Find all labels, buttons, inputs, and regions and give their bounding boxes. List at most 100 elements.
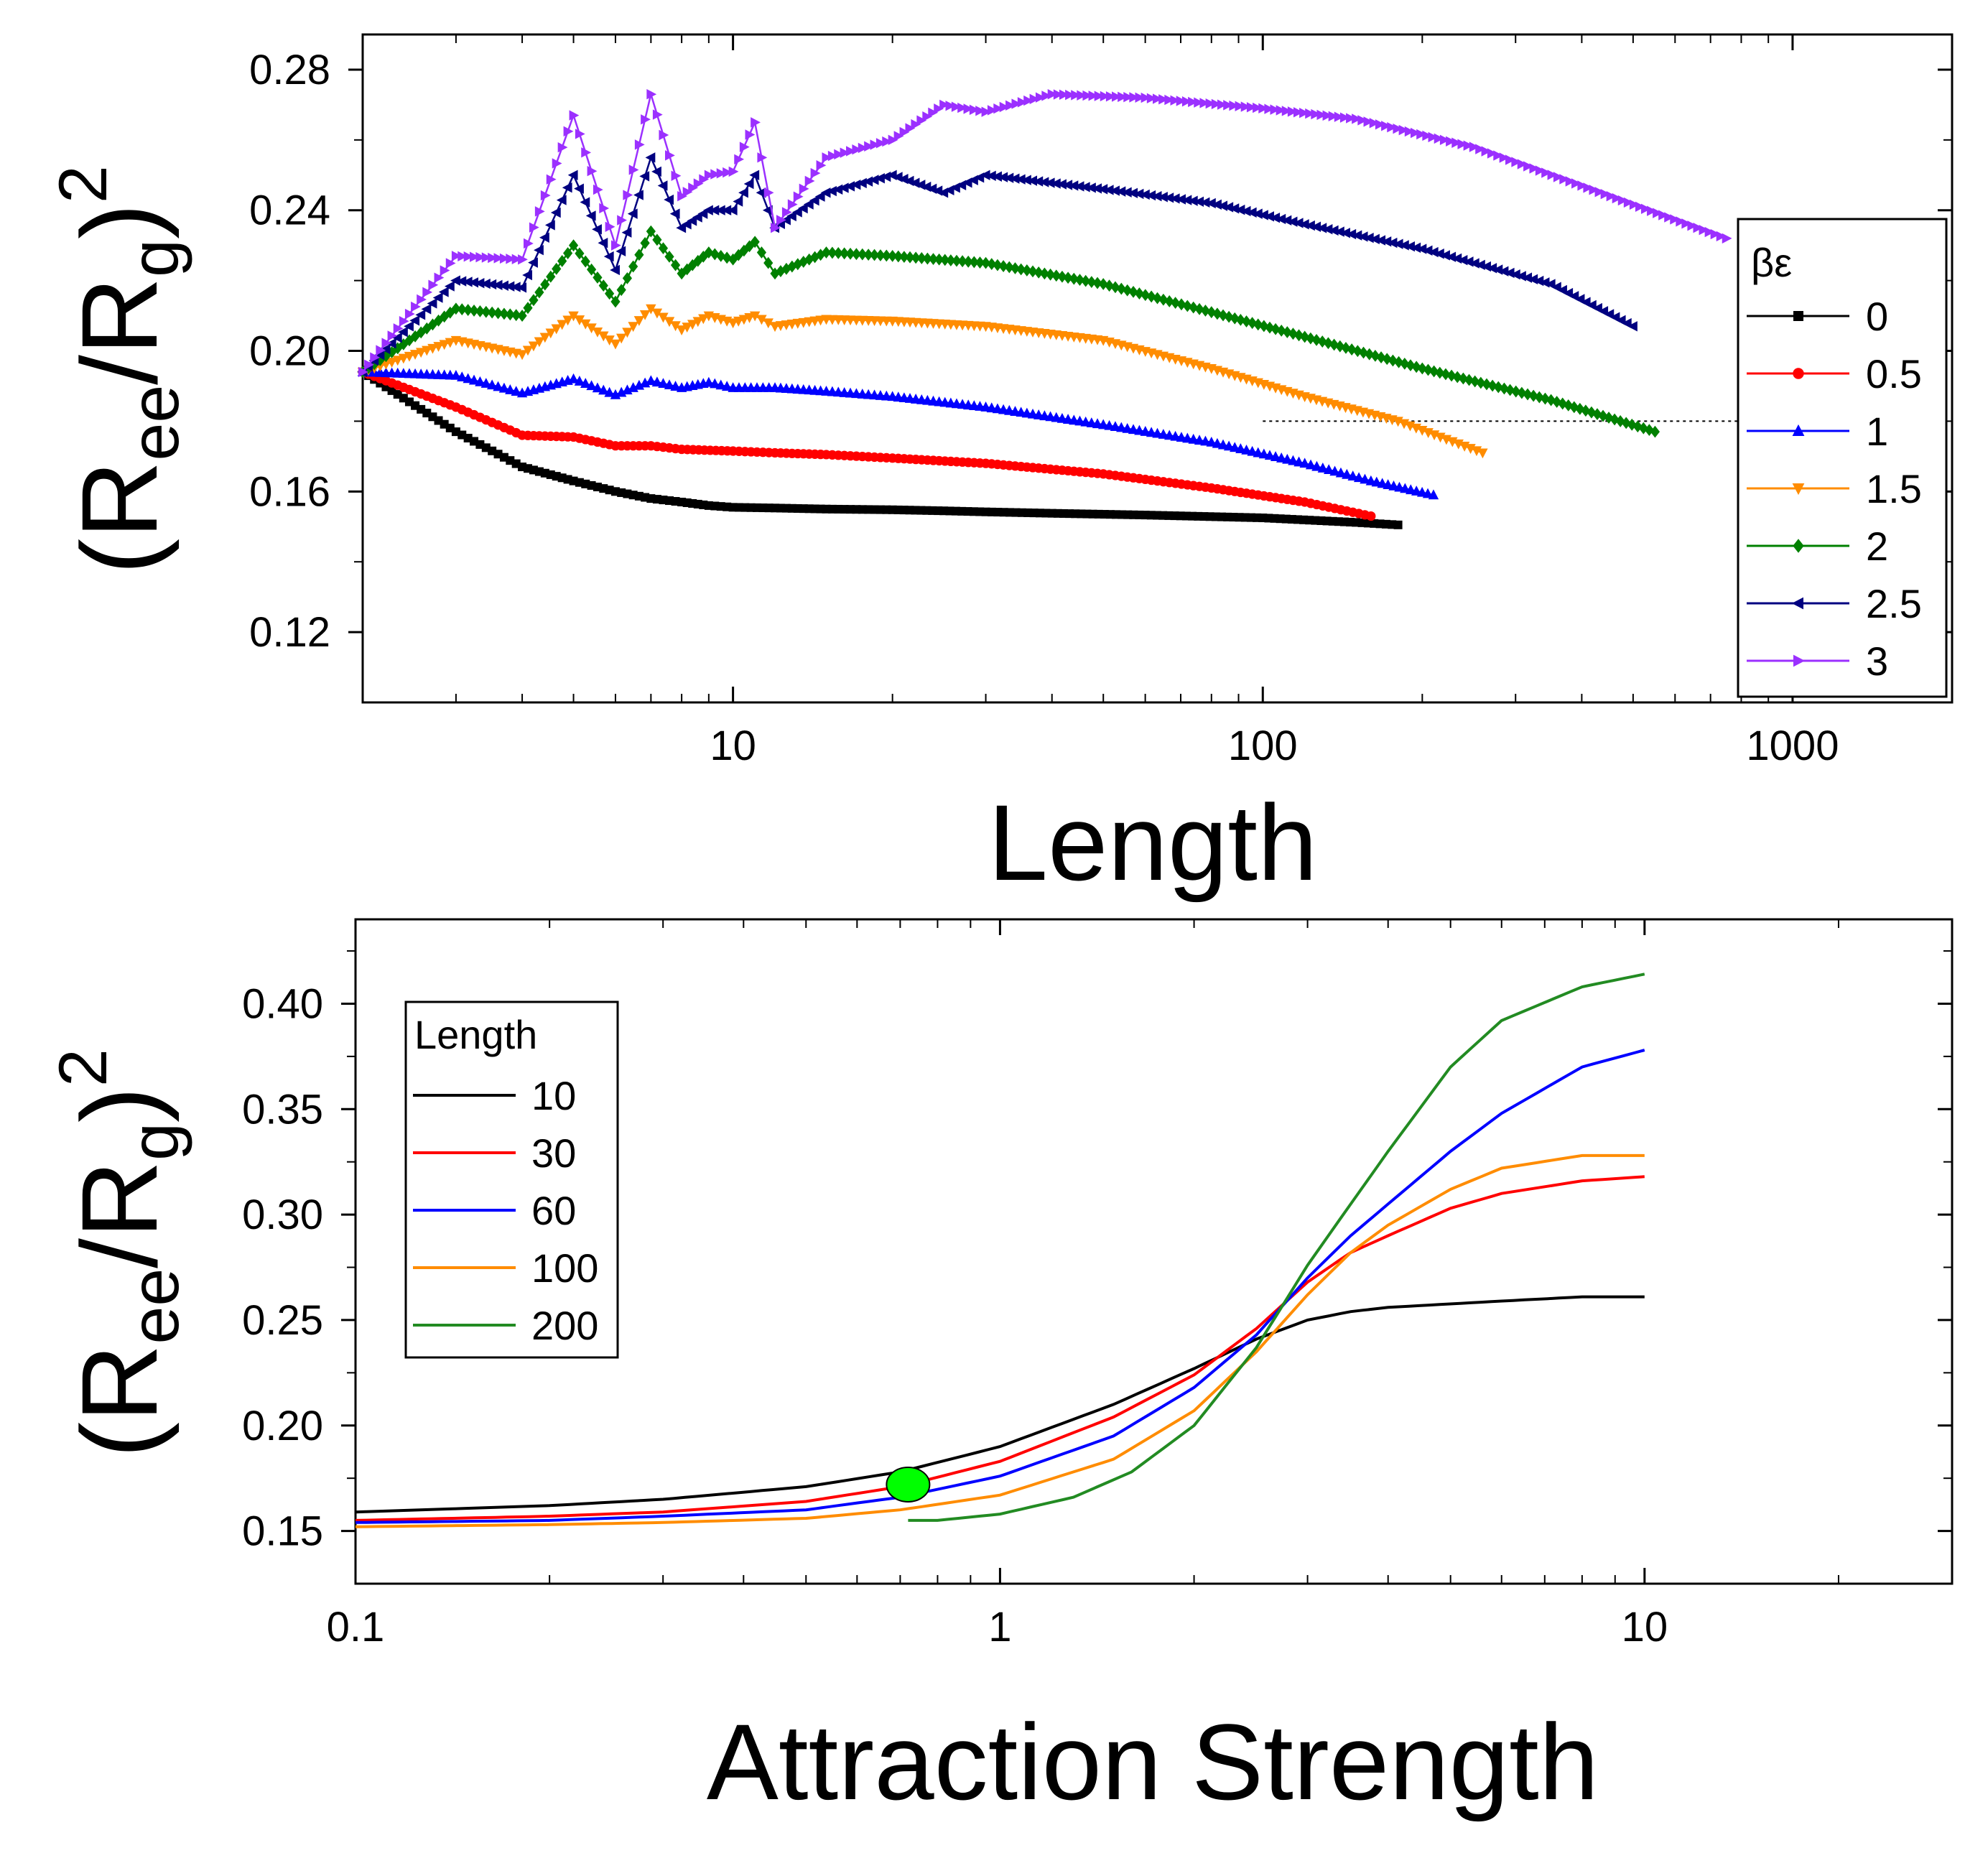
data-point — [523, 302, 533, 315]
data-point — [580, 197, 590, 208]
data-point — [893, 250, 903, 263]
data-point — [639, 171, 650, 182]
data-point — [380, 343, 391, 355]
data-point — [623, 190, 633, 200]
data-point — [951, 101, 962, 112]
data-point — [438, 287, 449, 297]
data-point — [1469, 141, 1479, 152]
data-point — [593, 184, 603, 195]
data-point — [1493, 150, 1504, 161]
data-point — [1141, 92, 1151, 103]
data-point — [893, 131, 904, 141]
data-point — [1528, 274, 1538, 285]
data-point — [580, 255, 590, 268]
bottom-chart: 0.1 1 10 0.15 0.20 0.25 0.30 0.35 0.40 Attractio… — [45, 918, 1954, 1822]
data-point — [511, 386, 521, 396]
data-point — [1176, 194, 1186, 205]
data-point — [1346, 113, 1356, 124]
data-point — [1422, 130, 1433, 141]
data-point — [539, 232, 549, 243]
data-point — [1487, 263, 1497, 274]
data-point — [687, 320, 698, 330]
y-tick-label: 0.20 — [242, 1403, 323, 1449]
data-point — [556, 195, 567, 205]
data-point — [457, 303, 467, 316]
data-point — [1128, 286, 1138, 298]
data-point — [481, 305, 491, 318]
top-plot-frame — [361, 33, 1954, 704]
data-point — [1681, 218, 1692, 229]
data-point — [670, 259, 681, 271]
data-point — [670, 321, 681, 332]
data-point — [1293, 107, 1304, 118]
data-point — [387, 330, 398, 341]
data-point — [1017, 97, 1028, 108]
data-point — [1146, 427, 1157, 437]
data-point — [688, 182, 699, 193]
data-point — [376, 345, 386, 356]
data-point — [1264, 211, 1274, 222]
series-line-10 — [355, 1295, 1645, 1514]
data-point — [676, 325, 687, 335]
series-2 — [358, 225, 1660, 438]
data-point — [888, 134, 898, 146]
data-point — [709, 205, 720, 215]
data-point — [821, 246, 832, 259]
data-point — [1492, 264, 1503, 275]
data-point — [518, 254, 528, 265]
data-point — [1105, 91, 1116, 102]
data-point — [1647, 205, 1657, 216]
data-point — [756, 187, 766, 198]
data-point — [1446, 136, 1456, 147]
data-point — [544, 220, 555, 231]
data-point — [751, 117, 761, 128]
data-point — [704, 170, 715, 180]
data-point — [875, 138, 886, 149]
series-line-200 — [908, 972, 1645, 1522]
data-point — [493, 381, 503, 391]
data-point — [1128, 187, 1138, 199]
data-point — [522, 345, 534, 356]
data-point — [1051, 269, 1062, 282]
data-point — [1224, 310, 1234, 323]
data-point — [1287, 106, 1298, 117]
data-point — [1122, 422, 1133, 433]
data-point — [682, 187, 693, 198]
data-point — [1387, 122, 1398, 133]
data-point — [1229, 100, 1240, 111]
data-point — [1223, 202, 1234, 213]
data-point — [1498, 266, 1509, 277]
data-point — [1641, 203, 1651, 214]
data-point — [1650, 425, 1660, 438]
data-point — [934, 253, 944, 266]
data-point — [603, 251, 614, 262]
data-point — [721, 381, 733, 391]
data-point — [1069, 272, 1079, 285]
data-point — [616, 284, 626, 297]
data-point — [499, 307, 509, 320]
data-point — [381, 338, 392, 348]
data-point — [516, 350, 528, 361]
legend-label-200: 200 — [531, 1303, 598, 1348]
data-point — [1022, 264, 1032, 277]
data-point — [750, 236, 760, 249]
data-point — [1033, 176, 1044, 187]
data-point — [1594, 187, 1605, 198]
data-point — [652, 109, 663, 120]
data-point — [1035, 92, 1046, 103]
data-point — [869, 249, 880, 261]
data-point — [633, 190, 644, 200]
data-point — [1363, 232, 1374, 243]
legend-marker-2 — [1793, 539, 1804, 553]
data-point — [922, 252, 932, 265]
data-point — [634, 139, 645, 150]
data-point — [534, 245, 544, 256]
data-point — [450, 275, 460, 286]
legend-label-2.5: 2.5 — [1866, 581, 1922, 626]
data-point — [1123, 284, 1133, 297]
data-point — [1404, 126, 1415, 137]
data-point — [622, 328, 633, 338]
data-point — [1299, 108, 1309, 119]
data-point — [1158, 429, 1169, 439]
